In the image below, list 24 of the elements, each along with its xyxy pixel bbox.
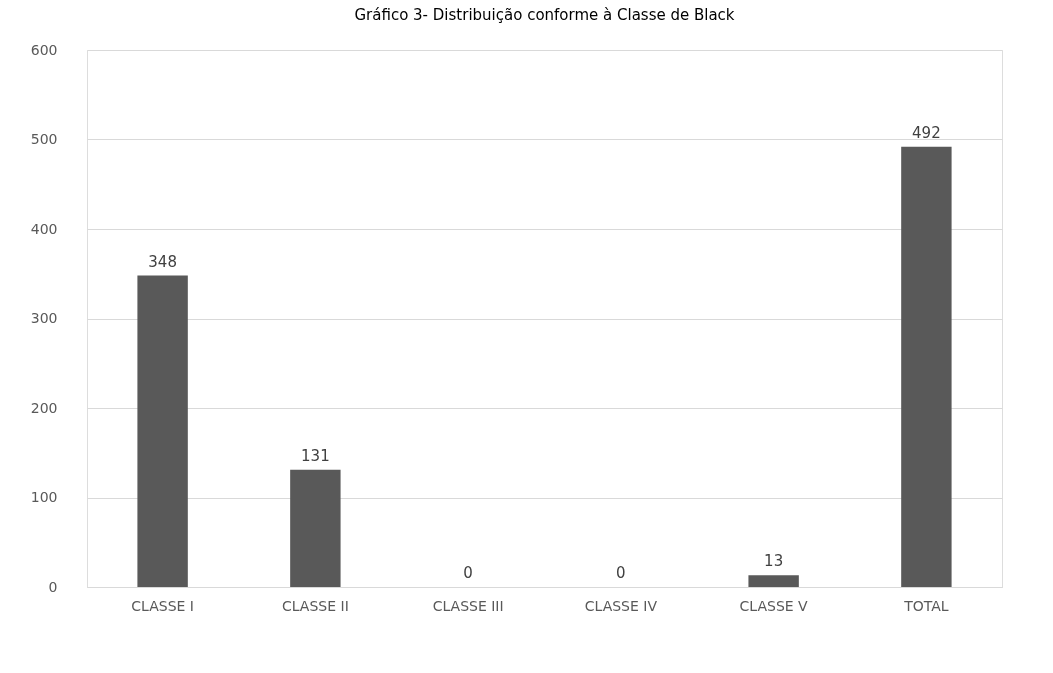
x-tick-label: CLASSE V: [739, 597, 809, 614]
data-label: 131: [301, 446, 330, 465]
y-tick-label: 100: [30, 489, 58, 505]
x-tick-label: CLASSE II: [281, 597, 349, 614]
x-tick-label: CLASSE IV: [584, 597, 658, 614]
x-tick-label: CLASSE III: [432, 597, 504, 614]
data-label: 348: [148, 252, 177, 271]
chart-title: Gráfico 3- Distribuição conforme à Classe de Black: [354, 6, 735, 24]
y-tick-label: 300: [30, 310, 58, 326]
x-tick-label: CLASSE I: [131, 597, 194, 614]
x-tick-label: TOTAL: [903, 597, 949, 614]
y-tick-label: 0: [48, 578, 58, 595]
bar: [290, 469, 341, 587]
bar: [901, 146, 952, 587]
y-tick-label: 500: [30, 131, 58, 147]
data-label: 0: [616, 564, 626, 582]
data-label: 0: [463, 564, 473, 582]
bar: [748, 575, 799, 587]
data-label: 492: [912, 123, 941, 142]
y-tick-label: 400: [30, 220, 58, 237]
bar: [137, 275, 188, 587]
data-label: 13: [764, 552, 784, 571]
y-tick-label: 200: [30, 399, 58, 416]
y-tick-label: 600: [30, 41, 58, 58]
